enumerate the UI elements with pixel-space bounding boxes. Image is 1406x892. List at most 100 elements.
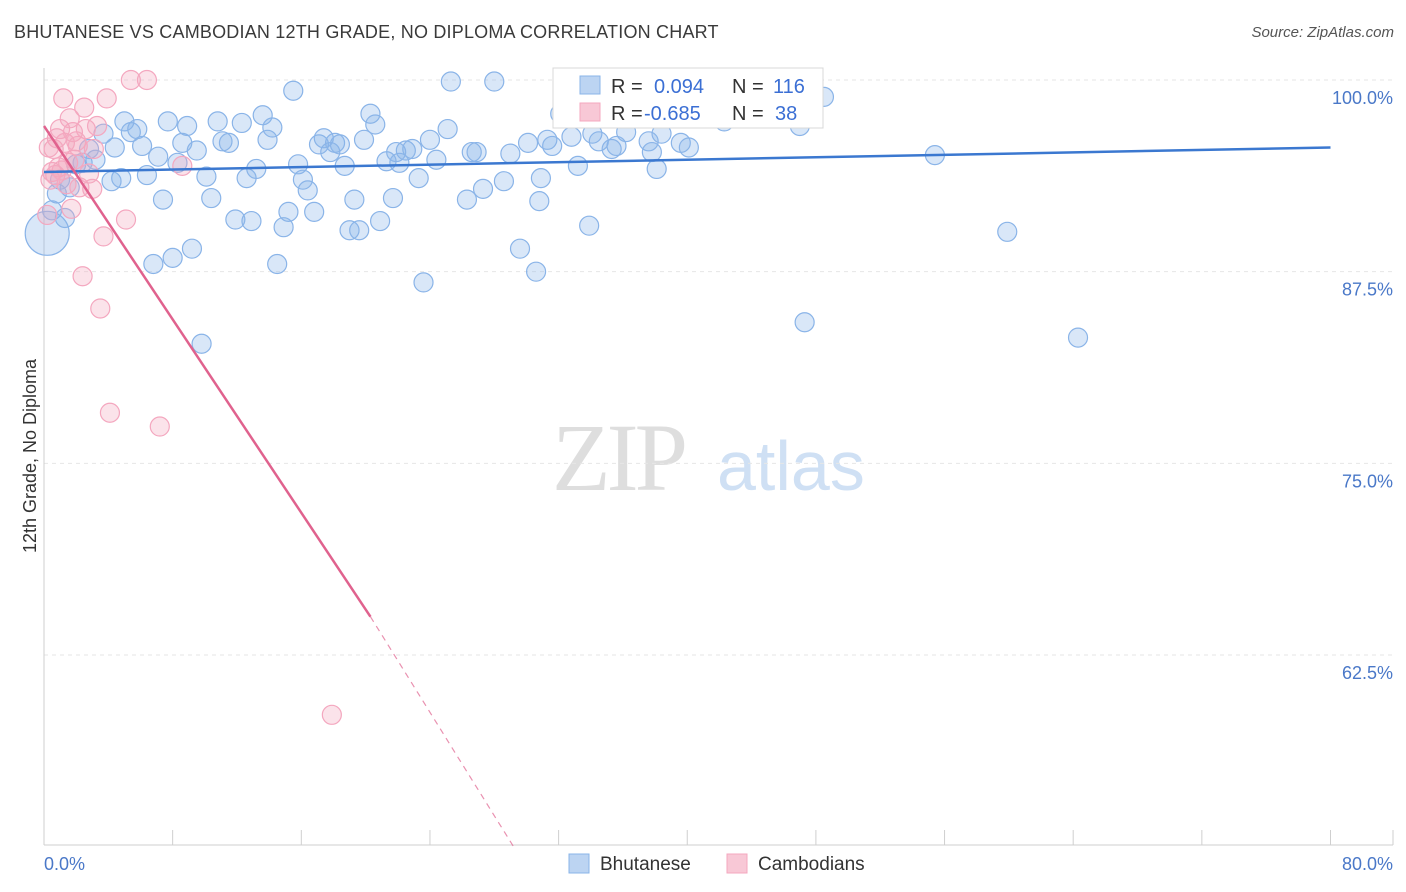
bhutanese-point-12: [111, 168, 132, 189]
trend-lines: [42, 125, 1331, 847]
cambodians-point-27: [96, 88, 117, 109]
bhutanese-point-88: [561, 126, 582, 147]
bhutanese-point-48: [297, 180, 318, 201]
bhutanese-point-67: [402, 138, 423, 160]
legend-n-label-2: N =: [732, 103, 764, 125]
legend-r-value-1: 0.094: [654, 76, 704, 98]
y-tick-label-1: 87.5%: [1342, 280, 1393, 300]
bhutanese-point-72: [437, 118, 458, 140]
chart-source: Source: ZipAtlas.com: [1251, 24, 1394, 41]
bhutanese-point-90: [579, 215, 600, 236]
chart-title: BHUTANESE VS CAMBODIAN 12TH GRADE, NO DI…: [14, 22, 719, 42]
watermark-atlas: atlas: [717, 427, 865, 505]
bhutanese-point-54: [329, 134, 350, 155]
bottom-legend-swatch-bhutanese: [568, 853, 590, 874]
bhutanese-point-27: [186, 140, 207, 161]
bhutanese-point-77: [472, 178, 494, 199]
cambodians-point-18: [72, 266, 93, 287]
bhutanese-point-49: [304, 201, 325, 222]
trend-line-cambodians-extension: [369, 616, 515, 847]
series-bhutanese-points: [24, 69, 1089, 354]
bhutanese-point-47: [292, 169, 314, 190]
cambodians-point-0: [37, 204, 58, 226]
bhutanese-point-21: [157, 111, 178, 132]
gridlines: [44, 79, 1393, 656]
cambodians-point-21: [78, 163, 100, 184]
bhutanese-point-30: [201, 187, 222, 209]
stats-legend: R = 0.094 N = 116 R = -0.685 N = 38: [552, 67, 824, 129]
bhutanese-point-62: [369, 210, 391, 232]
watermark-zip: ZIP: [552, 404, 685, 511]
cambodians-point-33: [172, 155, 193, 176]
bhutanese-point-17: [136, 164, 158, 186]
bhutanese-point-61: [365, 114, 386, 135]
cambodians-point-25: [90, 298, 111, 319]
bottom-legend-label-cambodians: Cambodians: [758, 854, 865, 875]
bhutanese-point-71: [426, 149, 447, 170]
bhutanese-point-89: [567, 155, 588, 176]
cambodians-point-29: [115, 209, 137, 230]
cambodians-point-34: [321, 704, 342, 725]
legend-r-value-2: -0.685: [644, 103, 701, 125]
y-axis-tick-labels: 100.0% 87.5% 75.0% 62.5%: [1332, 88, 1393, 683]
bhutanese-point-118: [386, 141, 407, 163]
cambodians-point-31: [136, 69, 158, 91]
bhutanese-point-32: [212, 131, 233, 152]
y-axis-label: 12th Grade, No Diploma: [20, 358, 40, 553]
bhutanese-point-58: [349, 220, 370, 241]
series-cambodians-points: [37, 69, 342, 725]
legend-r-label-1: R =: [611, 76, 643, 98]
x-tick-label-right: 80.0%: [1342, 854, 1393, 874]
bhutanese-point-117: [530, 168, 552, 189]
bhutanese-point-83: [525, 261, 547, 282]
bhutanese-point-26: [181, 238, 203, 259]
legend-r-label-2: R =: [611, 103, 643, 125]
bhutanese-point-94: [606, 135, 627, 157]
y-tick-label-2: 75.0%: [1342, 471, 1393, 491]
bhutanese-point-13: [114, 111, 135, 132]
legend-swatch-bhutanese: [579, 75, 601, 95]
cambodians-point-28: [99, 402, 121, 423]
bhutanese-point-34: [225, 209, 246, 230]
x-axis-ticks: [43, 830, 1394, 845]
cambodians-point-13: [61, 198, 82, 219]
bhutanese-point-37: [241, 210, 262, 232]
cambodians-point-32: [149, 416, 170, 437]
bhutanese-point-41: [262, 117, 283, 138]
cambodians-point-20: [75, 118, 96, 140]
bhutanese-point-25: [177, 115, 198, 137]
bhutanese-point-116: [1067, 327, 1089, 348]
bhutanese-point-86: [542, 135, 563, 157]
cambodians-point-30: [120, 69, 141, 91]
y-tick-label-0: 100.0%: [1332, 88, 1393, 108]
bottom-legend-label-bhutanese: Bhutanese: [600, 854, 691, 875]
bhutanese-point-59: [353, 129, 375, 150]
bhutanese-point-74: [456, 189, 478, 210]
bhutanese-point-16: [131, 135, 153, 157]
legend-swatch-cambodians: [579, 102, 601, 122]
bhutanese-point-98: [641, 141, 662, 163]
series-legend: Bhutanese Cambodians: [568, 853, 865, 875]
bhutanese-point-33: [218, 132, 240, 153]
bhutanese-point-45: [283, 80, 304, 101]
bhutanese-point-76: [466, 141, 487, 163]
bhutanese-point-70: [419, 129, 441, 150]
bhutanese-point-75: [461, 141, 482, 163]
cambodians-point-8: [53, 88, 74, 109]
bhutanese-point-112: [794, 312, 815, 333]
bhutanese-point-29: [196, 166, 217, 187]
bhutanese-point-73: [440, 71, 461, 92]
bhutanese-point-44: [278, 201, 299, 222]
bhutanese-point-0: [24, 210, 70, 256]
cambodians-point-19: [74, 97, 95, 118]
cambodians-point-26: [93, 226, 114, 247]
cambodians-point-35: [38, 137, 59, 158]
bhutanese-point-57: [344, 189, 365, 210]
bhutanese-point-115: [997, 221, 1018, 242]
cambodians-point-37: [67, 135, 88, 157]
bhutanese-point-43: [273, 217, 294, 238]
bhutanese-point-11: [104, 137, 125, 158]
cambodians-point-23: [83, 138, 104, 160]
x-tick-label-left: 0.0%: [44, 854, 85, 874]
